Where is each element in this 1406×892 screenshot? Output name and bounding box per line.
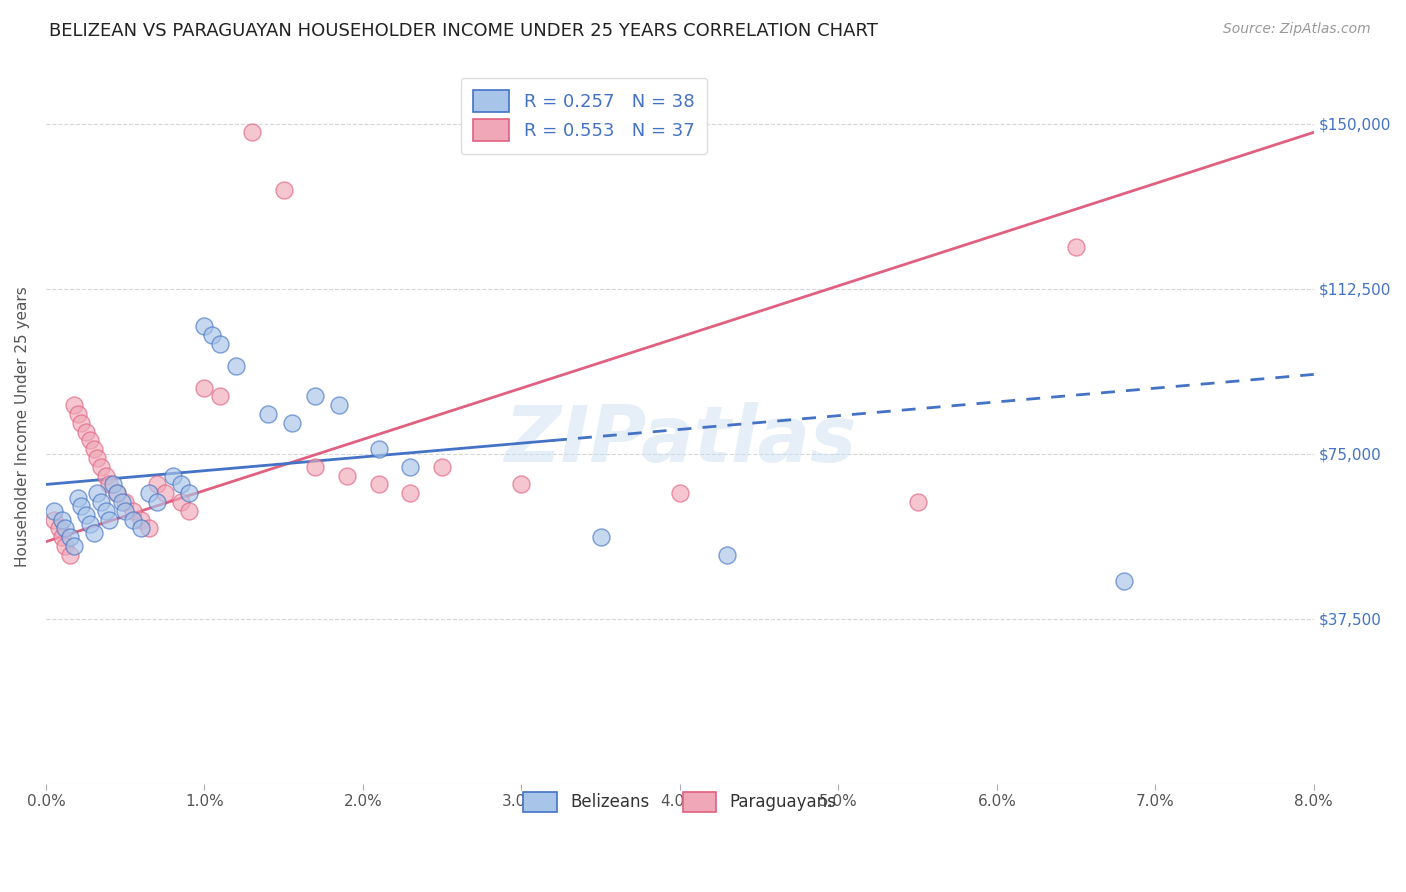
- Point: [256, 407, 278, 421]
- Point: [96, 468, 118, 483]
- Text: ZIPatlas: ZIPatlas: [503, 402, 856, 478]
- Point: [53, 539, 76, 553]
- Point: [209, 336, 232, 351]
- Point: [367, 477, 389, 491]
- Point: [589, 530, 612, 544]
- Point: [90, 459, 112, 474]
- Point: [101, 477, 124, 491]
- Text: Source: ZipAtlas.com: Source: ZipAtlas.com: [1223, 22, 1371, 37]
- Point: [146, 477, 169, 491]
- Legend: Belizeans, Paraguayans: Belizeans, Paraguayans: [510, 779, 849, 825]
- Point: [280, 416, 302, 430]
- Point: [510, 477, 533, 491]
- Point: [273, 183, 295, 197]
- Point: [907, 495, 929, 509]
- Point: [90, 495, 112, 509]
- Point: [79, 434, 101, 448]
- Point: [59, 548, 82, 562]
- Point: [336, 468, 359, 483]
- Point: [399, 459, 422, 474]
- Point: [146, 495, 169, 509]
- Text: BELIZEAN VS PARAGUAYAN HOUSEHOLDER INCOME UNDER 25 YEARS CORRELATION CHART: BELIZEAN VS PARAGUAYAN HOUSEHOLDER INCOM…: [49, 22, 879, 40]
- Point: [53, 521, 76, 535]
- Point: [42, 513, 65, 527]
- Point: [328, 398, 350, 412]
- Point: [122, 504, 145, 518]
- Point: [96, 504, 118, 518]
- Point: [86, 486, 108, 500]
- Point: [69, 416, 91, 430]
- Point: [177, 486, 200, 500]
- Point: [105, 486, 128, 500]
- Point: [83, 525, 105, 540]
- Point: [105, 486, 128, 500]
- Point: [367, 442, 389, 457]
- Point: [122, 513, 145, 527]
- Point: [98, 513, 121, 527]
- Point: [129, 521, 152, 535]
- Point: [63, 398, 86, 412]
- Point: [177, 504, 200, 518]
- Point: [69, 500, 91, 514]
- Point: [170, 495, 193, 509]
- Point: [66, 407, 89, 421]
- Point: [75, 508, 97, 523]
- Point: [193, 381, 215, 395]
- Point: [86, 450, 108, 465]
- Point: [48, 521, 70, 535]
- Point: [193, 318, 215, 333]
- Point: [1064, 240, 1087, 254]
- Point: [716, 548, 738, 562]
- Point: [51, 530, 73, 544]
- Point: [42, 504, 65, 518]
- Point: [75, 425, 97, 439]
- Point: [304, 389, 326, 403]
- Point: [162, 468, 184, 483]
- Y-axis label: Householder Income Under 25 years: Householder Income Under 25 years: [15, 285, 30, 566]
- Point: [66, 491, 89, 505]
- Point: [51, 513, 73, 527]
- Point: [138, 486, 160, 500]
- Point: [170, 477, 193, 491]
- Point: [430, 459, 453, 474]
- Point: [63, 539, 86, 553]
- Point: [225, 359, 247, 373]
- Point: [138, 521, 160, 535]
- Point: [153, 486, 176, 500]
- Point: [98, 477, 121, 491]
- Point: [114, 495, 136, 509]
- Point: [201, 327, 224, 342]
- Point: [83, 442, 105, 457]
- Point: [399, 486, 422, 500]
- Point: [79, 517, 101, 532]
- Point: [114, 504, 136, 518]
- Point: [240, 125, 263, 139]
- Point: [669, 486, 692, 500]
- Point: [129, 513, 152, 527]
- Point: [304, 459, 326, 474]
- Point: [111, 495, 134, 509]
- Point: [209, 389, 232, 403]
- Point: [59, 530, 82, 544]
- Point: [1112, 574, 1135, 589]
